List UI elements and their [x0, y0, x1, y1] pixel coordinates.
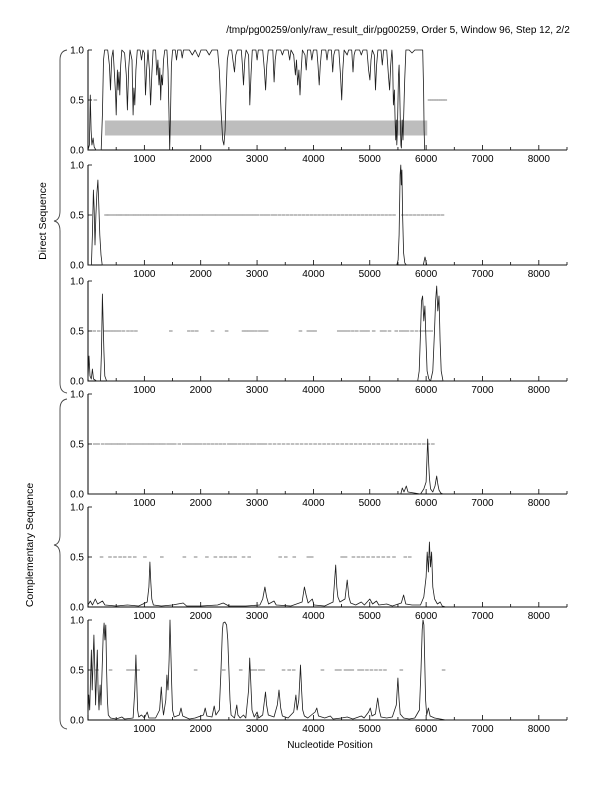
probability-curve: [88, 164, 567, 266]
complementary-sequence-label: Complementary Sequence: [24, 483, 36, 607]
y-tick-label: 1.0: [70, 277, 84, 288]
x-tick-label: 5000: [359, 385, 382, 396]
direct-sequence-label: Direct Sequence: [37, 182, 49, 260]
y-tick-label: 0.5: [70, 96, 84, 107]
probability-curve: [87, 619, 567, 721]
x-tick-label: 5000: [359, 724, 382, 735]
x-tick-label: 1000: [133, 154, 156, 165]
y-tick-label: 0.0: [70, 261, 84, 272]
x-tick-label: 1000: [133, 385, 156, 396]
y-tick-label: 0.0: [70, 377, 84, 388]
x-tick-label: 7000: [471, 611, 494, 622]
x-tick-label: 4000: [302, 269, 325, 280]
predicted-region-band: [104, 120, 428, 136]
x-tick-label: 3000: [246, 154, 269, 165]
panel-direct-frame-1: 0.0 0.5 1.0 1000 2000 3000 4000 5000 6000 7000 800…: [70, 46, 568, 165]
probability-curve: [87, 285, 567, 382]
x-tick-label: 5000: [359, 154, 382, 165]
x-axis-title: Nucleotide Position: [287, 740, 373, 751]
y-tick-label: 0.0: [70, 490, 84, 501]
x-tick-label: 2000: [190, 269, 213, 280]
panel-complementary-frame-3: 0.0 0.5 1.0 1000 2000 3000 4000 5000 6000 7000 800…: [70, 616, 568, 735]
y-tick-label: 0.5: [70, 553, 84, 564]
x-tick-label: 1000: [133, 269, 156, 280]
x-tick-label: 6000: [415, 611, 438, 622]
y-tick-label: 1.0: [70, 390, 84, 401]
x-tick-label: 3000: [246, 724, 269, 735]
panel-direct-frame-2: 0.0 0.5 1.0 1000 2000 3000 4000 5000 6000 7000 800…: [70, 161, 568, 280]
x-tick-label: 4000: [302, 498, 325, 509]
y-tick-label: 1.0: [70, 161, 84, 172]
x-tick-label: 8000: [528, 269, 551, 280]
x-tick-label: 3000: [246, 269, 269, 280]
x-tick-label: 1000: [133, 498, 156, 509]
y-tick-label: 0.0: [70, 603, 84, 614]
x-tick-label: 5000: [359, 498, 382, 509]
panel-stack: 0.0 0.5 1.0 1000 2000 3000 4000 5000 6000 7000 800…: [70, 46, 568, 735]
x-tick-label: 6000: [415, 498, 438, 509]
y-tick-label: 0.5: [70, 440, 84, 451]
y-tick-label: 0.5: [70, 666, 84, 677]
x-tick-label: 2000: [190, 498, 213, 509]
x-tick-label: 6000: [415, 269, 438, 280]
probability-curve: [88, 438, 567, 495]
y-tick-label: 0.0: [70, 716, 84, 727]
x-tick-label: 3000: [246, 385, 269, 396]
x-tick-label: 6000: [415, 385, 438, 396]
x-tick-label: 7000: [471, 498, 494, 509]
probability-curve: [87, 541, 567, 608]
x-tick-label: 2000: [190, 385, 213, 396]
x-tick-label: 8000: [528, 498, 551, 509]
x-tick-label: 7000: [471, 724, 494, 735]
x-tick-label: 7000: [471, 269, 494, 280]
panel-axes: [87, 281, 567, 382]
x-tick-label: 1000: [133, 611, 156, 622]
x-tick-label: 2000: [190, 724, 213, 735]
x-tick-label: 1000: [133, 724, 156, 735]
x-tick-label: 8000: [528, 154, 551, 165]
x-tick-label: 4000: [302, 724, 325, 735]
x-tick-label: 3000: [246, 498, 269, 509]
panel-axes: [87, 507, 567, 608]
x-tick-label: 8000: [528, 385, 551, 396]
x-tick-label: 6000: [415, 724, 438, 735]
y-tick-label: 0.5: [70, 211, 84, 222]
y-tick-label: 0.0: [70, 146, 84, 157]
panel-direct-frame-3: 0.0 0.5 1.0 1000 2000 3000 4000 5000 6000 7000 800…: [70, 277, 568, 396]
y-tick-label: 1.0: [70, 46, 84, 57]
x-tick-label: 4000: [302, 154, 325, 165]
panel-complementary-frame-1: 0.0 0.5 1.0 1000 2000 3000 4000 5000 6000 7000 800…: [70, 390, 568, 509]
x-tick-label: 8000: [528, 611, 551, 622]
x-tick-label: 7000: [471, 154, 494, 165]
complementary-group-brace: [53, 398, 68, 730]
x-tick-label: 2000: [190, 611, 213, 622]
x-tick-label: 6000: [415, 154, 438, 165]
figure-title: /tmp/pg00259/only/raw_result_dir/pg00259…: [226, 25, 570, 36]
y-tick-label: 1.0: [70, 616, 84, 627]
x-tick-label: 7000: [471, 385, 494, 396]
probability-curve: [87, 49, 567, 151]
direct-group-brace: [53, 49, 68, 394]
x-tick-label: 4000: [302, 611, 325, 622]
x-tick-label: 2000: [190, 154, 213, 165]
x-tick-label: 3000: [246, 611, 269, 622]
y-tick-label: 0.5: [70, 327, 84, 338]
x-tick-label: 8000: [528, 724, 551, 735]
y-tick-label: 1.0: [70, 503, 84, 514]
x-tick-label: 5000: [359, 269, 382, 280]
x-tick-label: 4000: [302, 385, 325, 396]
x-tick-label: 5000: [359, 611, 382, 622]
panel-complementary-frame-2: 0.0 0.5 1.0 1000 2000 3000 4000 5000 6000 7000 800…: [70, 503, 568, 622]
